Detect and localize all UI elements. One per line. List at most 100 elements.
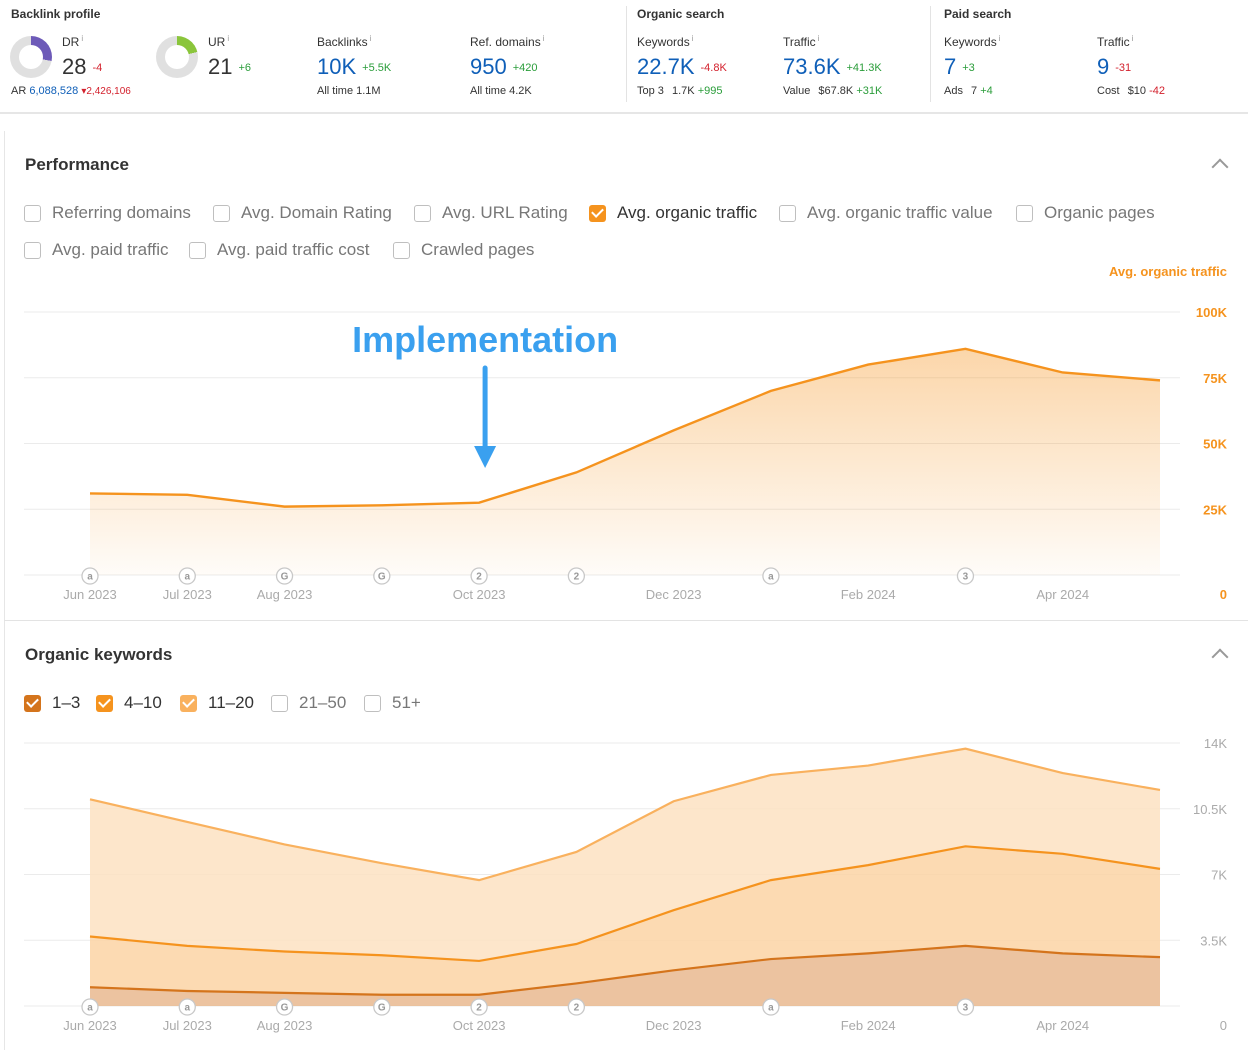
checkbox-kw-1-3[interactable]: 1–3 xyxy=(24,693,80,713)
organic-keywords-value[interactable]: 22.7K -4.8K xyxy=(637,54,727,79)
backlinks-label[interactable]: Backlinks i xyxy=(317,34,372,49)
organic-search-title: Organic search xyxy=(637,7,725,21)
checkbox-crawled-pages[interactable]: Crawled pages xyxy=(393,240,534,260)
event-marker-icon[interactable]: 2 xyxy=(567,998,586,1016)
y-tick-label: 100K xyxy=(1196,305,1228,320)
x-tick-label: Aug 2023 xyxy=(257,1018,313,1033)
checkbox-icon xyxy=(271,694,288,712)
series-line xyxy=(89,347,1161,508)
event-marker-icon[interactable]: G xyxy=(373,567,391,585)
organic-traffic-value[interactable]: 73.6K +41.3K xyxy=(783,54,882,79)
checkbox-avg-paid-traffic-cost[interactable]: Avg. paid traffic cost xyxy=(189,240,369,260)
x-tick-label: Dec 2023 xyxy=(646,587,702,602)
series-line-1–3 xyxy=(89,944,1161,996)
x-tick-label: Feb 2024 xyxy=(841,587,896,602)
y-tick-label: 0 xyxy=(1220,587,1227,602)
event-marker-icon[interactable]: 2 xyxy=(567,567,586,585)
checkbox-icon xyxy=(1016,204,1033,222)
svg-text:2: 2 xyxy=(476,572,482,583)
panel-separator xyxy=(4,620,1248,621)
event-marker-icon[interactable]: a xyxy=(762,998,780,1016)
divider xyxy=(626,6,627,102)
ur-delta: +6 xyxy=(238,62,252,74)
paid-traffic-label[interactable]: Traffic i xyxy=(1097,34,1134,49)
svg-text:G: G xyxy=(378,1003,386,1014)
paid-traffic-value[interactable]: 9 -31 xyxy=(1097,54,1132,79)
top3-row: Top 3 1.7K +995 xyxy=(637,85,723,97)
checkbox-kw-4-10[interactable]: 4–10 xyxy=(96,693,162,713)
event-marker-icon[interactable]: a xyxy=(81,567,99,585)
backlinks-value[interactable]: 10K +5.5K xyxy=(317,54,392,79)
dr-delta: -4 xyxy=(92,62,103,74)
ur-value: 21 +6 xyxy=(208,54,252,79)
x-tick-label: Feb 2024 xyxy=(841,1018,896,1033)
series-area-4–10 xyxy=(90,846,1160,995)
event-marker-icon[interactable]: 2 xyxy=(470,998,488,1016)
series-line-4–10 xyxy=(89,845,1161,963)
x-tick-label: Jul 2023 xyxy=(163,587,212,602)
y-tick-label: 50K xyxy=(1203,437,1227,452)
svg-text:3: 3 xyxy=(963,572,969,583)
svg-text:2: 2 xyxy=(574,572,580,583)
series-legend-label: Avg. organic traffic xyxy=(1109,264,1227,279)
paid-keywords-value[interactable]: 7 +3 xyxy=(944,54,975,79)
ref-domains-label[interactable]: Ref. domains i xyxy=(470,34,545,49)
metrics-bar: Backlink profile DR i 28 -4 AR 6,088,528 ▾… xyxy=(0,0,1248,114)
svg-text:G: G xyxy=(378,572,386,583)
organic-keywords-label[interactable]: Keywords i xyxy=(637,34,694,49)
event-marker-icon[interactable]: 3 xyxy=(956,567,975,585)
checkbox-icon xyxy=(414,204,431,222)
ur-label[interactable]: UR i xyxy=(208,34,230,49)
paid-keywords-label[interactable]: Keywords i xyxy=(944,34,1001,49)
ref-domains-delta: +420 xyxy=(512,62,538,74)
checkbox-avg-domain-rating[interactable]: Avg. Domain Rating xyxy=(213,203,392,223)
traffic-value-row: Value $67.8K +31K xyxy=(783,85,883,97)
svg-text:a: a xyxy=(87,572,93,583)
y-tick-label: 75K xyxy=(1203,371,1227,386)
ref-domains-all-time: All time 4.2K xyxy=(470,85,532,97)
event-marker-icon[interactable]: G xyxy=(373,998,391,1016)
svg-text:a: a xyxy=(184,1003,190,1014)
checkbox-avg-organic-traffic-value[interactable]: Avg. organic traffic value xyxy=(779,203,993,223)
checkbox-avg-paid-traffic[interactable]: Avg. paid traffic xyxy=(24,240,169,260)
checkbox-icon xyxy=(213,204,230,222)
dr-label[interactable]: DR i xyxy=(62,34,84,49)
checkbox-checked-icon xyxy=(180,694,197,712)
organic-keywords-delta: -4.8K xyxy=(700,62,727,74)
event-marker-icon[interactable]: G xyxy=(275,567,294,585)
backlinks-all-time: All time 1.1M xyxy=(317,85,381,97)
y-tick-label: 14K xyxy=(1204,736,1227,751)
paid-keywords-delta: +3 xyxy=(962,62,975,74)
series-area-1–3 xyxy=(90,945,1160,1006)
checkbox-avg-organic-traffic[interactable]: Avg. organic traffic xyxy=(589,203,757,223)
checkbox-kw-51-plus[interactable]: 51+ xyxy=(364,693,421,713)
checkbox-avg-url-rating[interactable]: Avg. URL Rating xyxy=(414,203,568,223)
checkbox-kw-11-20[interactable]: 11–20 xyxy=(180,693,254,713)
checkbox-kw-21-50[interactable]: 21–50 xyxy=(271,693,346,713)
event-marker-icon[interactable]: 2 xyxy=(470,567,488,585)
x-tick-label: Aug 2023 xyxy=(257,587,313,602)
svg-text:2: 2 xyxy=(574,1003,580,1014)
x-tick-label: Jul 2023 xyxy=(163,1018,212,1033)
dr-value: 28 -4 xyxy=(62,54,103,79)
event-marker-icon[interactable]: a xyxy=(178,567,196,585)
paid-traffic-delta: -31 xyxy=(1115,62,1132,74)
series-line-11–20 xyxy=(89,747,1161,882)
ar-value[interactable]: 6,088,528 xyxy=(29,85,79,97)
y-tick-label: 25K xyxy=(1203,502,1227,517)
checkbox-organic-pages[interactable]: Organic pages xyxy=(1016,203,1155,223)
checkbox-referring-domains[interactable]: Referring domains xyxy=(24,203,191,223)
cost-row: Cost $10 -42 xyxy=(1097,85,1166,97)
event-marker-icon[interactable]: G xyxy=(275,998,294,1016)
x-tick-label: Apr 2024 xyxy=(1036,587,1089,602)
event-marker-icon[interactable]: a xyxy=(81,998,99,1016)
ref-domains-value[interactable]: 950 +420 xyxy=(470,54,538,79)
svg-text:a: a xyxy=(87,1003,93,1014)
event-marker-icon[interactable]: a xyxy=(178,998,196,1016)
organic-traffic-label[interactable]: Traffic i xyxy=(783,34,820,49)
ads-row: Ads 7 +4 xyxy=(944,85,993,97)
series-area-11–20 xyxy=(90,748,1160,961)
event-marker-icon[interactable]: a xyxy=(762,567,780,585)
y-tick-label: 0 xyxy=(1220,1018,1227,1033)
event-marker-icon[interactable]: 3 xyxy=(956,998,975,1016)
